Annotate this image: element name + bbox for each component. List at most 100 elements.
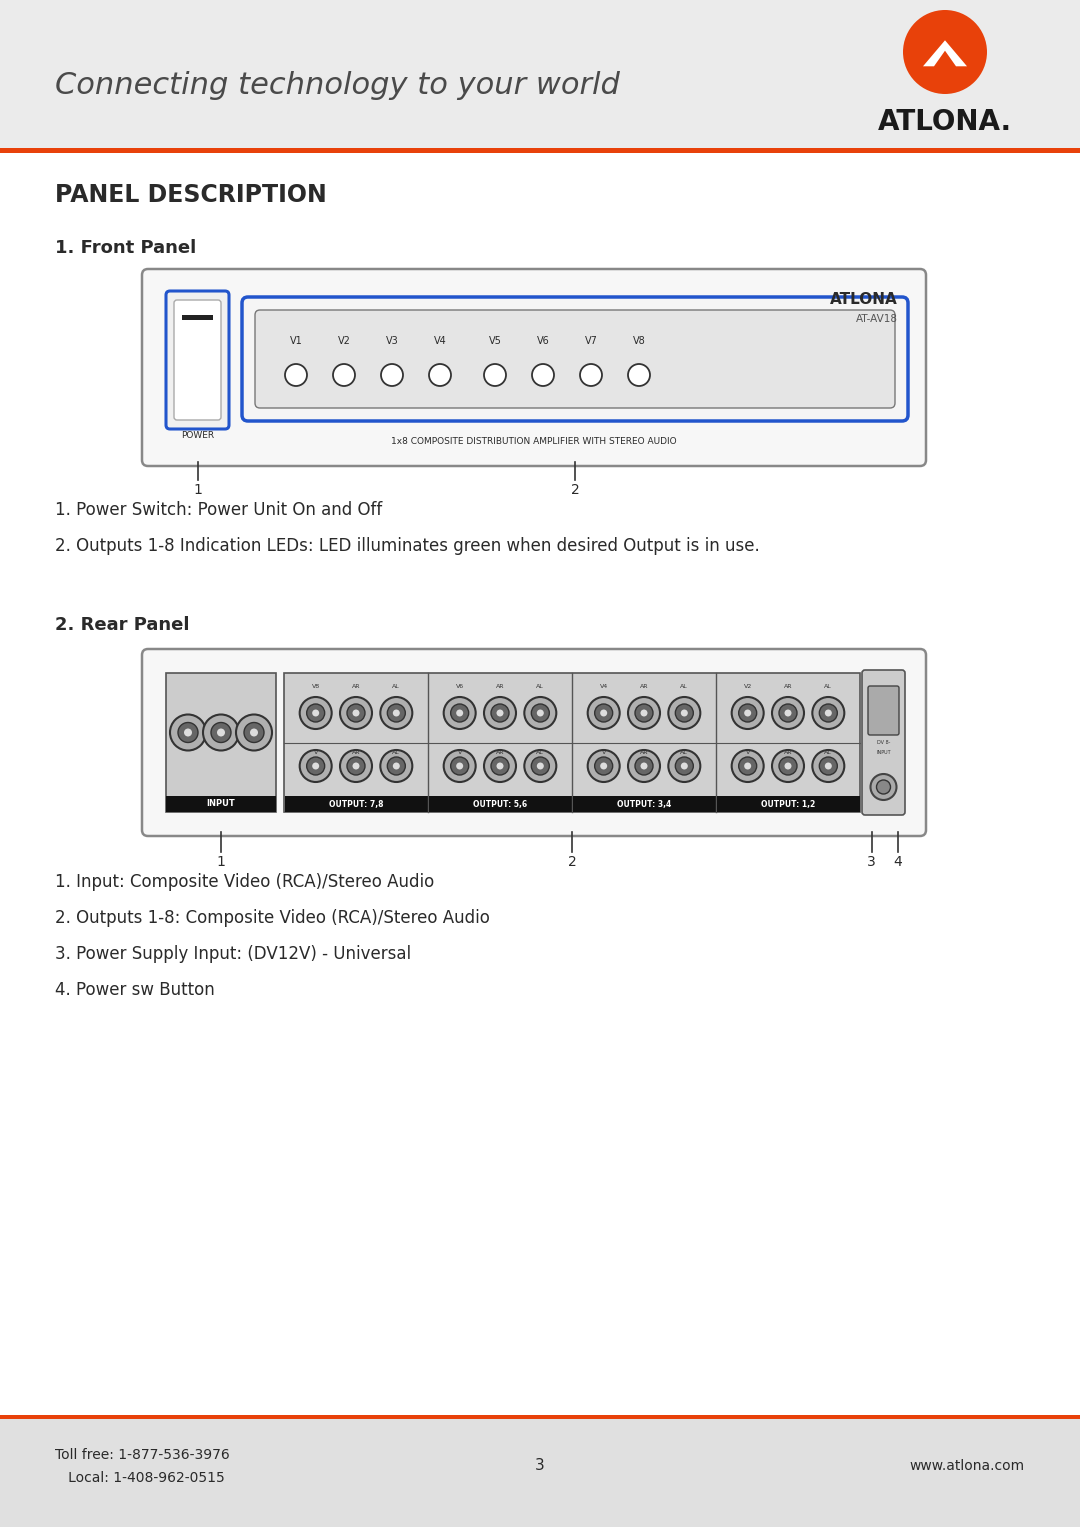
Circle shape: [627, 750, 660, 782]
Circle shape: [347, 704, 365, 722]
Circle shape: [588, 696, 620, 728]
Text: 3: 3: [535, 1458, 545, 1474]
Text: AR: AR: [352, 684, 361, 690]
Polygon shape: [939, 55, 951, 66]
Bar: [0, 0, 1080, 148]
Text: AR: AR: [352, 750, 361, 754]
Text: 1. Front Panel: 1. Front Panel: [55, 240, 197, 257]
Circle shape: [380, 696, 413, 728]
Text: V2: V2: [743, 684, 752, 690]
Text: www.atlona.com: www.atlona.com: [909, 1458, 1025, 1474]
Circle shape: [450, 757, 469, 776]
Bar: [429, 796, 572, 812]
Circle shape: [497, 762, 503, 770]
Circle shape: [635, 757, 653, 776]
FancyBboxPatch shape: [868, 686, 899, 734]
Text: V8: V8: [633, 336, 646, 347]
Text: 4. Power sw Button: 4. Power sw Button: [55, 980, 215, 999]
Circle shape: [388, 704, 405, 722]
Circle shape: [491, 704, 509, 722]
Text: DV 8-: DV 8-: [877, 741, 890, 745]
Text: INPUT: INPUT: [876, 750, 891, 756]
FancyBboxPatch shape: [166, 292, 229, 429]
Circle shape: [178, 722, 198, 742]
Bar: [0, 1416, 1080, 1419]
Circle shape: [532, 363, 554, 386]
Circle shape: [675, 704, 693, 722]
Circle shape: [393, 710, 400, 716]
Text: PANEL DESCRIPTION: PANEL DESCRIPTION: [55, 183, 327, 208]
Text: OUTPUT: 5,6: OUTPUT: 5,6: [473, 800, 527, 808]
Text: 1. Input: Composite Video (RCA)/Stereo Audio: 1. Input: Composite Video (RCA)/Stereo A…: [55, 873, 434, 890]
Circle shape: [640, 762, 648, 770]
Circle shape: [393, 762, 400, 770]
Circle shape: [744, 762, 752, 770]
Text: 1. Power Switch: Power Unit On and Off: 1. Power Switch: Power Unit On and Off: [55, 501, 382, 519]
Text: V5: V5: [488, 336, 501, 347]
Circle shape: [244, 722, 264, 742]
FancyBboxPatch shape: [174, 299, 221, 420]
Bar: [183, 315, 213, 321]
Text: AR: AR: [639, 684, 648, 690]
Text: V6: V6: [537, 336, 550, 347]
FancyBboxPatch shape: [255, 310, 895, 408]
Text: ATLONA.: ATLONA.: [878, 108, 1012, 136]
Text: AL: AL: [392, 684, 401, 690]
Text: Connecting technology to your world: Connecting technology to your world: [55, 70, 620, 99]
Circle shape: [627, 696, 660, 728]
Text: 2. Outputs 1-8 Indication LEDs: LED illuminates green when desired Output is in : 2. Outputs 1-8 Indication LEDs: LED illu…: [55, 538, 759, 554]
Text: V: V: [313, 750, 318, 754]
Text: 3. Power Supply Input: (DV12V) - Universal: 3. Power Supply Input: (DV12V) - Univers…: [55, 945, 411, 964]
Circle shape: [491, 757, 509, 776]
Circle shape: [600, 710, 607, 716]
Circle shape: [772, 696, 804, 728]
Text: Toll free: 1-877-536-3976: Toll free: 1-877-536-3976: [55, 1448, 230, 1461]
Text: V4: V4: [599, 684, 608, 690]
Text: V8: V8: [312, 684, 320, 690]
Circle shape: [307, 704, 325, 722]
Bar: [717, 796, 860, 812]
Circle shape: [731, 696, 764, 728]
Circle shape: [203, 715, 239, 750]
Text: V1: V1: [289, 336, 302, 347]
Circle shape: [580, 363, 602, 386]
Text: V: V: [602, 750, 606, 754]
Bar: [285, 796, 428, 812]
Circle shape: [820, 704, 837, 722]
Text: INPUT: INPUT: [206, 800, 235, 808]
Circle shape: [456, 710, 463, 716]
Text: 1: 1: [217, 855, 226, 869]
Circle shape: [352, 762, 360, 770]
Circle shape: [524, 750, 556, 782]
Text: V3: V3: [386, 336, 399, 347]
Circle shape: [680, 710, 688, 716]
Circle shape: [595, 704, 612, 722]
Circle shape: [285, 363, 307, 386]
Circle shape: [484, 750, 516, 782]
Bar: [0, 1416, 1080, 1527]
Circle shape: [456, 762, 463, 770]
Circle shape: [170, 715, 206, 750]
Text: OUTPUT: 7,8: OUTPUT: 7,8: [328, 800, 383, 808]
Text: V: V: [745, 750, 750, 754]
Circle shape: [870, 774, 896, 800]
Text: AT-AV18: AT-AV18: [856, 315, 897, 324]
Circle shape: [739, 704, 757, 722]
Circle shape: [812, 696, 845, 728]
Circle shape: [744, 710, 752, 716]
Circle shape: [779, 704, 797, 722]
Circle shape: [588, 750, 620, 782]
Circle shape: [531, 704, 550, 722]
Text: 1: 1: [193, 483, 202, 496]
FancyBboxPatch shape: [242, 296, 908, 421]
Circle shape: [825, 762, 832, 770]
Circle shape: [429, 363, 451, 386]
Circle shape: [669, 696, 700, 728]
Circle shape: [595, 757, 612, 776]
Text: AL: AL: [392, 750, 401, 754]
Text: 2: 2: [570, 483, 579, 496]
FancyBboxPatch shape: [862, 670, 905, 815]
Circle shape: [820, 757, 837, 776]
Circle shape: [825, 710, 832, 716]
Circle shape: [484, 363, 507, 386]
